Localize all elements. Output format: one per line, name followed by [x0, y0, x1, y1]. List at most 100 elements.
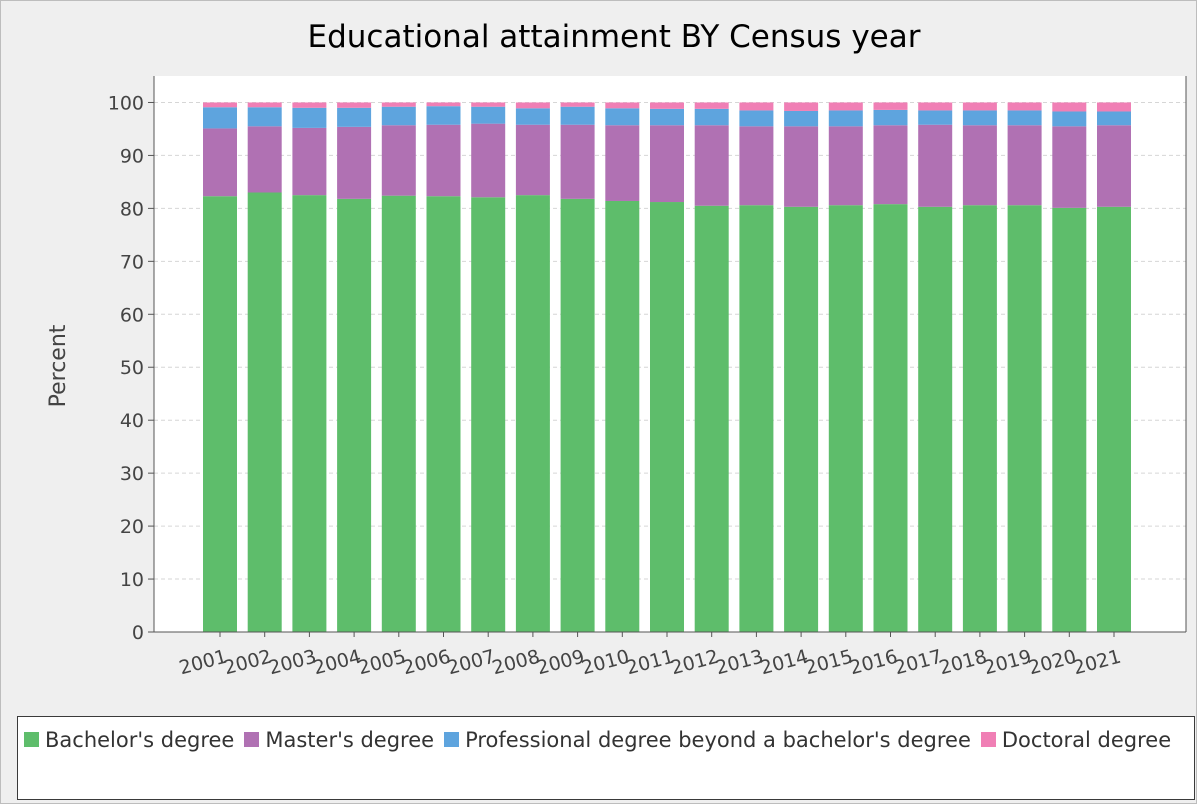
y-tick-label: 20	[120, 516, 144, 538]
x-tick-label: 2002	[222, 646, 274, 680]
bar-segment	[918, 110, 953, 125]
y-tick-label: 60	[120, 304, 144, 326]
bar-segment	[1052, 111, 1087, 127]
x-tick-label: 2010	[579, 646, 631, 680]
bar-segment	[739, 205, 774, 633]
bar-segment	[426, 124, 461, 197]
bar-segment	[650, 125, 684, 203]
bar-segment	[918, 206, 953, 633]
bar-segment	[337, 102, 372, 108]
bar-segment	[828, 102, 863, 111]
legend-item: Bachelor's degree	[24, 721, 234, 758]
bar-segment	[292, 107, 327, 128]
legend-swatch	[244, 732, 260, 747]
x-tick-label: 2018	[937, 646, 989, 680]
bar-segment	[650, 102, 684, 109]
bar-segment	[426, 106, 461, 125]
x-tick-label: 2015	[803, 646, 855, 680]
bar-segment	[1097, 111, 1131, 126]
bar-segment	[605, 125, 640, 201]
bar-segment	[962, 125, 997, 206]
x-tick-label: 2007	[445, 646, 497, 680]
bar-segment	[292, 127, 327, 196]
bar-segment	[873, 109, 908, 126]
legend-item: Doctoral degree	[980, 721, 1171, 758]
x-tick-label: 2004	[311, 646, 363, 680]
bar-segment	[694, 102, 729, 109]
bar-segment	[739, 126, 774, 206]
bar-segment	[1052, 207, 1087, 632]
x-tick-label: 2006	[400, 646, 452, 680]
x-tick-label: 2008	[490, 646, 542, 680]
bar-segment	[203, 196, 237, 632]
bar-segment	[337, 107, 372, 127]
bar-segment	[873, 125, 908, 205]
y-tick-label: 50	[120, 357, 144, 379]
y-tick-label: 10	[120, 569, 144, 591]
x-tick-label: 2021	[1071, 646, 1123, 680]
bar-segment	[471, 197, 506, 632]
bar-segment	[962, 102, 997, 111]
x-tick-label: 2017	[892, 646, 944, 680]
bar-segment	[918, 124, 953, 207]
bar-segment	[605, 102, 640, 109]
bar-segment	[560, 198, 595, 632]
x-tick-label: 2014	[758, 646, 810, 680]
x-tick-label: 2012	[669, 646, 721, 680]
chart-legend: Bachelor's degree Master's degree Professi…	[17, 716, 1195, 800]
x-tick-label: 2019	[981, 646, 1033, 680]
bar-segment	[471, 102, 506, 107]
x-tick-label: 2011	[624, 646, 676, 680]
bar-segment	[694, 205, 729, 632]
bar-segment	[471, 123, 506, 198]
bar-segment	[918, 102, 953, 111]
bar-segment	[1097, 102, 1131, 112]
x-tick-label: 2020	[1026, 646, 1078, 680]
bar-segment	[873, 102, 908, 110]
bar-segment	[739, 110, 774, 127]
bar-segment	[650, 202, 684, 632]
bar-segment	[560, 124, 595, 199]
bar-segment	[605, 108, 640, 126]
y-axis-label: Percent	[46, 324, 71, 407]
legend-label: Bachelor's degree	[45, 727, 235, 752]
legend-swatch	[24, 732, 39, 747]
bar-segment	[962, 110, 997, 126]
bar-segment	[426, 196, 461, 632]
bar-segment	[337, 198, 372, 632]
bar-segment	[381, 102, 416, 107]
bar-segment	[694, 108, 729, 126]
x-tick-label: 2001	[177, 646, 229, 680]
y-tick-label: 80	[120, 198, 144, 220]
bar-segment	[784, 110, 819, 127]
chart-title: Educational attainment BY Census year	[308, 19, 921, 55]
bar-segment	[292, 102, 327, 108]
y-tick-label: 0	[132, 622, 144, 644]
legend-item: Professional degree beyond a bachelor's …	[444, 721, 971, 758]
plot-area: 0102030405060708090100200120022003200420…	[108, 76, 1187, 680]
bar-segment	[292, 195, 327, 632]
x-tick-label: 2003	[266, 646, 318, 680]
bar-segment	[828, 205, 863, 633]
bar-segment	[203, 107, 237, 129]
bar-segment	[873, 204, 908, 632]
bar-segment	[1007, 102, 1042, 111]
bar-segment	[247, 192, 282, 632]
bar-segment	[1007, 110, 1042, 126]
y-tick-label: 100	[108, 92, 144, 114]
bar-segment	[381, 106, 416, 126]
bar-segment	[739, 102, 774, 111]
bar-segment	[650, 108, 684, 126]
bar-segment	[515, 108, 550, 125]
bar-segment	[828, 110, 863, 127]
bar-segment	[471, 106, 506, 124]
bar-segment	[426, 102, 461, 107]
bar-segment	[1097, 125, 1131, 207]
legend-item: Master's degree	[244, 721, 434, 758]
bar-segment	[1007, 125, 1042, 206]
bar-segment	[784, 102, 819, 111]
legend-label: Professional degree beyond a bachelor's …	[465, 727, 971, 752]
bar-segment	[694, 125, 729, 206]
bar-segment	[515, 102, 550, 109]
bar-segment	[784, 206, 819, 633]
